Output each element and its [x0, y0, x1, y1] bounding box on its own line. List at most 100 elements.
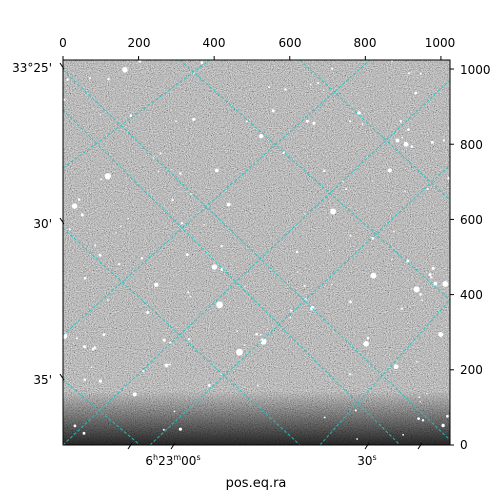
star — [216, 301, 223, 309]
ra-tick-mark — [417, 442, 423, 450]
star — [399, 120, 402, 123]
star — [162, 428, 165, 431]
grid-line — [63, 60, 211, 169]
grid-line — [63, 227, 301, 445]
grid-line — [63, 79, 450, 445]
star — [309, 83, 312, 86]
star — [203, 224, 205, 226]
star — [98, 379, 103, 383]
star — [421, 419, 425, 422]
star — [94, 244, 97, 247]
star — [403, 141, 409, 147]
star — [104, 172, 111, 180]
star — [100, 178, 103, 181]
star — [349, 234, 352, 237]
star — [220, 244, 223, 248]
star — [187, 337, 191, 341]
plot-frame — [62, 59, 451, 446]
star — [179, 172, 182, 175]
star — [317, 81, 320, 85]
star — [266, 328, 269, 330]
top-tick-label: 800 — [354, 36, 377, 50]
star — [107, 299, 109, 301]
star — [245, 120, 248, 123]
star — [438, 331, 444, 338]
grid-line — [299, 60, 450, 201]
right-tick-label: 0 — [460, 438, 468, 452]
star — [211, 264, 218, 270]
ra-tick-mark — [127, 442, 133, 450]
grid-line — [63, 109, 401, 445]
star — [290, 309, 293, 312]
dec-tick-mark — [59, 373, 65, 381]
star — [407, 128, 410, 131]
ra-axis: 6h23m00s 30s — [145, 453, 376, 468]
star — [447, 176, 450, 180]
ra-tick-mark — [364, 442, 370, 450]
star — [370, 272, 377, 279]
star — [259, 333, 262, 336]
star — [391, 259, 393, 261]
star — [295, 250, 299, 254]
star — [256, 384, 259, 387]
star — [146, 310, 150, 315]
star — [328, 249, 331, 252]
grid-line — [179, 60, 450, 301]
star — [356, 438, 359, 440]
star — [322, 169, 326, 173]
star — [90, 366, 93, 369]
star — [244, 285, 246, 288]
star — [430, 140, 434, 144]
star — [330, 208, 332, 211]
star — [175, 120, 177, 123]
right-tick-label: 400 — [460, 288, 483, 302]
star-field — [63, 60, 450, 440]
dec-tick-mark — [59, 217, 65, 225]
star — [371, 236, 375, 240]
top-tick-label: 1000 — [425, 36, 456, 50]
star — [267, 86, 271, 89]
coordinate-grid-lines — [63, 60, 450, 445]
star — [169, 341, 172, 345]
star — [284, 88, 287, 91]
star — [260, 338, 267, 345]
star — [178, 427, 182, 431]
star — [189, 295, 192, 298]
star — [243, 344, 246, 347]
star — [419, 72, 422, 75]
star — [395, 138, 400, 143]
star — [426, 392, 428, 395]
grid-line — [319, 299, 450, 445]
dec-tick-label: 35' — [33, 373, 52, 387]
star — [66, 78, 69, 81]
star — [430, 276, 433, 279]
star — [164, 363, 169, 368]
star — [180, 222, 184, 225]
dec-tick-mark — [59, 62, 65, 70]
star — [107, 77, 110, 81]
ra-tick-label: 6h23m00s — [145, 453, 200, 468]
star — [417, 417, 420, 420]
star — [421, 299, 423, 302]
star — [80, 213, 84, 217]
star — [303, 284, 306, 287]
star — [142, 370, 145, 373]
star — [159, 152, 162, 155]
star — [88, 77, 91, 79]
star — [322, 89, 325, 91]
star — [428, 273, 432, 277]
star — [402, 433, 405, 436]
dec-axis: 33°25' 30' 35' — [12, 61, 52, 387]
star — [431, 266, 435, 270]
star — [419, 400, 421, 403]
star — [414, 91, 418, 95]
star — [418, 396, 421, 399]
right-tick-label: 600 — [460, 213, 483, 227]
grid-line — [149, 164, 450, 445]
star — [99, 114, 102, 116]
star — [354, 409, 357, 412]
star — [323, 416, 326, 419]
star — [75, 337, 78, 340]
star — [214, 168, 219, 173]
